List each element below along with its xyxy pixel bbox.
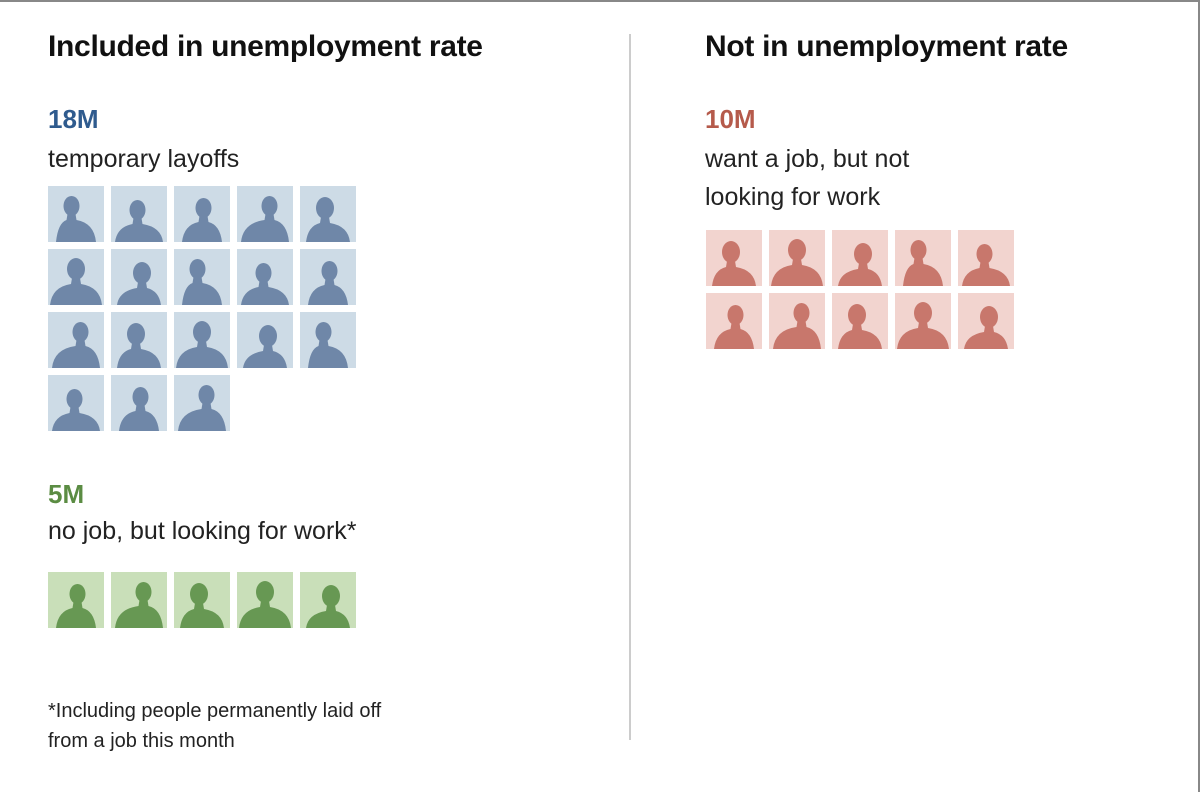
temporary-layoffs-label: temporary layoffs (48, 145, 240, 173)
looking-for-work-label: no job, but looking for work* (48, 517, 357, 545)
person-icon (174, 249, 230, 305)
temporary-layoffs-icon-grid (48, 186, 356, 431)
want-job-icon-grid (706, 230, 1014, 349)
person-icon (706, 293, 762, 349)
left-column-title: Included in unemployment rate (48, 30, 483, 63)
person-icon (300, 572, 356, 628)
person-icon (958, 293, 1014, 349)
person-icon (111, 375, 167, 431)
person-icon (832, 293, 888, 349)
footnote: *Including people permanently laid off f… (48, 696, 381, 756)
person-icon (958, 230, 1014, 286)
person-icon (237, 186, 293, 242)
person-icon (769, 230, 825, 286)
person-icon (174, 572, 230, 628)
person-icon (111, 186, 167, 242)
person-icon (237, 572, 293, 628)
person-icon (832, 230, 888, 286)
footnote-line-2: from a job this month (48, 730, 235, 752)
person-icon (174, 186, 230, 242)
person-icon (174, 375, 230, 431)
looking-for-work-value: 5M (48, 479, 85, 509)
person-icon (174, 312, 230, 368)
person-icon (237, 249, 293, 305)
person-icon (111, 312, 167, 368)
person-icon (300, 249, 356, 305)
want-job-label: want a job, but not looking for work (705, 140, 909, 216)
person-icon (300, 186, 356, 242)
looking-for-work-icon-grid (48, 572, 356, 628)
right-column-title: Not in unemployment rate (705, 30, 1068, 63)
want-job-label-line-2: looking for work (705, 183, 881, 211)
person-icon (237, 312, 293, 368)
person-icon (48, 312, 104, 368)
person-icon (769, 293, 825, 349)
column-divider (629, 34, 631, 740)
want-job-label-line-1: want a job, but not (705, 145, 910, 173)
person-icon (895, 230, 951, 286)
want-job-value: 10M (705, 104, 756, 134)
person-icon (48, 572, 104, 628)
person-icon (895, 293, 951, 349)
person-icon (48, 186, 104, 242)
person-icon (111, 249, 167, 305)
person-icon (48, 375, 104, 431)
footnote-line-1: *Including people permanently laid off (48, 700, 382, 722)
person-icon (706, 230, 762, 286)
person-icon (111, 572, 167, 628)
person-icon (48, 249, 104, 305)
temporary-layoffs-value: 18M (48, 104, 99, 134)
person-icon (300, 312, 356, 368)
